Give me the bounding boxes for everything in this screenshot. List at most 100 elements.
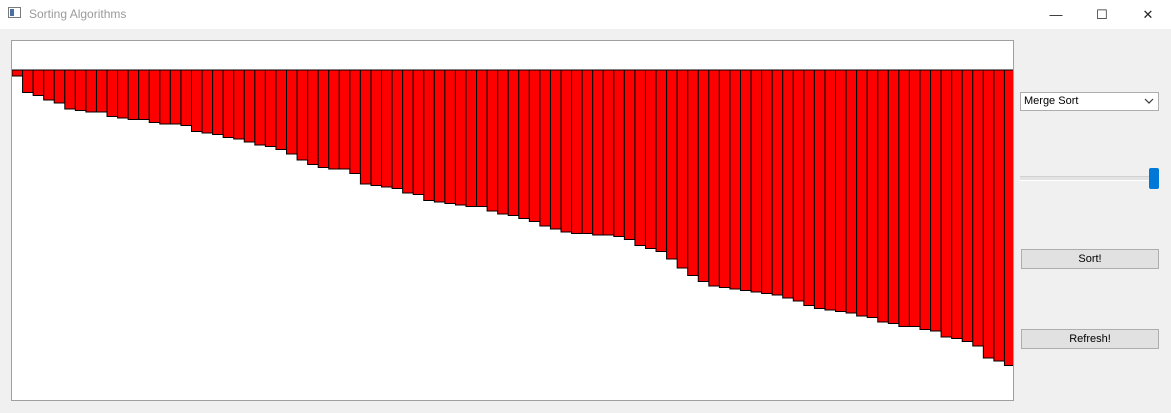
bar bbox=[22, 69, 34, 93]
bar bbox=[423, 69, 435, 201]
title-bar: Sorting Algorithms — ☐ ✕ bbox=[0, 0, 1171, 29]
bar bbox=[571, 69, 583, 234]
close-icon: ✕ bbox=[1142, 6, 1154, 22]
bar bbox=[391, 69, 404, 189]
bar-chart bbox=[12, 69, 1013, 366]
bar bbox=[761, 69, 773, 294]
bar bbox=[169, 69, 182, 125]
bar bbox=[602, 69, 615, 236]
bar bbox=[581, 69, 594, 234]
bar bbox=[465, 69, 478, 207]
bar bbox=[961, 69, 974, 342]
bar-visualization-canvas bbox=[11, 40, 1014, 401]
bar bbox=[201, 69, 214, 134]
bar bbox=[898, 69, 910, 327]
bar bbox=[264, 69, 277, 147]
bar bbox=[792, 69, 805, 302]
bar bbox=[74, 69, 87, 111]
bar bbox=[687, 69, 699, 276]
bar bbox=[930, 69, 942, 332]
bar bbox=[233, 69, 245, 140]
app-window-icon bbox=[8, 7, 21, 18]
minimize-button[interactable]: — bbox=[1033, 0, 1079, 29]
algorithm-select[interactable]: Merge Sort bbox=[1020, 92, 1159, 111]
bar bbox=[307, 69, 319, 165]
bar bbox=[919, 69, 932, 330]
bar bbox=[444, 69, 456, 204]
bar bbox=[159, 69, 171, 125]
bar bbox=[887, 69, 900, 324]
bar bbox=[328, 69, 340, 170]
bar bbox=[476, 69, 488, 207]
bar bbox=[254, 69, 266, 146]
bar bbox=[138, 69, 150, 120]
bar bbox=[940, 69, 953, 338]
bar bbox=[497, 69, 509, 215]
bar bbox=[655, 69, 668, 252]
bar bbox=[644, 69, 657, 249]
bar bbox=[222, 69, 235, 138]
bar bbox=[824, 69, 837, 311]
bar bbox=[708, 69, 720, 287]
bar bbox=[528, 69, 541, 222]
bar bbox=[539, 69, 551, 227]
bar bbox=[127, 69, 140, 120]
bar bbox=[972, 69, 984, 347]
bar bbox=[64, 69, 76, 110]
bar bbox=[549, 69, 562, 230]
bar bbox=[908, 69, 921, 327]
bar bbox=[338, 69, 351, 170]
refresh-button[interactable]: Refresh! bbox=[1021, 329, 1159, 349]
algorithm-select-value: Merge Sort bbox=[1024, 95, 1079, 107]
bar bbox=[43, 69, 55, 101]
bar bbox=[697, 69, 710, 282]
bar bbox=[813, 69, 826, 309]
bar bbox=[676, 69, 689, 269]
bar bbox=[803, 69, 815, 306]
bar bbox=[359, 69, 372, 185]
bar bbox=[739, 69, 752, 291]
bar bbox=[866, 69, 879, 318]
maximize-button[interactable]: ☐ bbox=[1079, 0, 1125, 29]
bar bbox=[117, 69, 129, 119]
bar bbox=[613, 69, 625, 237]
bar bbox=[412, 69, 425, 195]
bar bbox=[729, 69, 742, 290]
bar bbox=[993, 69, 1005, 362]
speed-slider[interactable] bbox=[1020, 168, 1160, 190]
bar bbox=[180, 69, 192, 126]
bar bbox=[402, 69, 414, 194]
bar bbox=[877, 69, 889, 323]
bar bbox=[845, 69, 858, 314]
bar bbox=[317, 69, 330, 168]
bar bbox=[85, 69, 97, 113]
minimize-icon: — bbox=[1049, 7, 1063, 22]
bar bbox=[381, 69, 393, 188]
sort-button[interactable]: Sort! bbox=[1021, 249, 1159, 269]
bar bbox=[296, 69, 309, 161]
bar bbox=[856, 69, 868, 317]
bar bbox=[982, 69, 995, 359]
bar bbox=[1003, 69, 1013, 366]
bar bbox=[454, 69, 467, 206]
bar bbox=[95, 69, 108, 113]
chevron-down-icon bbox=[1144, 98, 1154, 104]
bar bbox=[433, 69, 446, 203]
bar bbox=[212, 69, 224, 135]
bar bbox=[623, 69, 636, 240]
bar bbox=[286, 69, 298, 155]
bar bbox=[634, 69, 646, 246]
bar bbox=[12, 69, 24, 77]
slider-groove bbox=[1020, 176, 1159, 181]
bar bbox=[750, 69, 763, 293]
bar bbox=[835, 69, 847, 312]
slider-handle[interactable] bbox=[1149, 168, 1159, 189]
bar bbox=[190, 69, 203, 132]
bar bbox=[486, 69, 499, 212]
bar bbox=[771, 69, 784, 296]
bar bbox=[666, 69, 678, 260]
bar bbox=[951, 69, 963, 339]
bar bbox=[275, 69, 288, 150]
bar bbox=[718, 69, 731, 288]
close-button[interactable]: ✕ bbox=[1125, 0, 1171, 29]
